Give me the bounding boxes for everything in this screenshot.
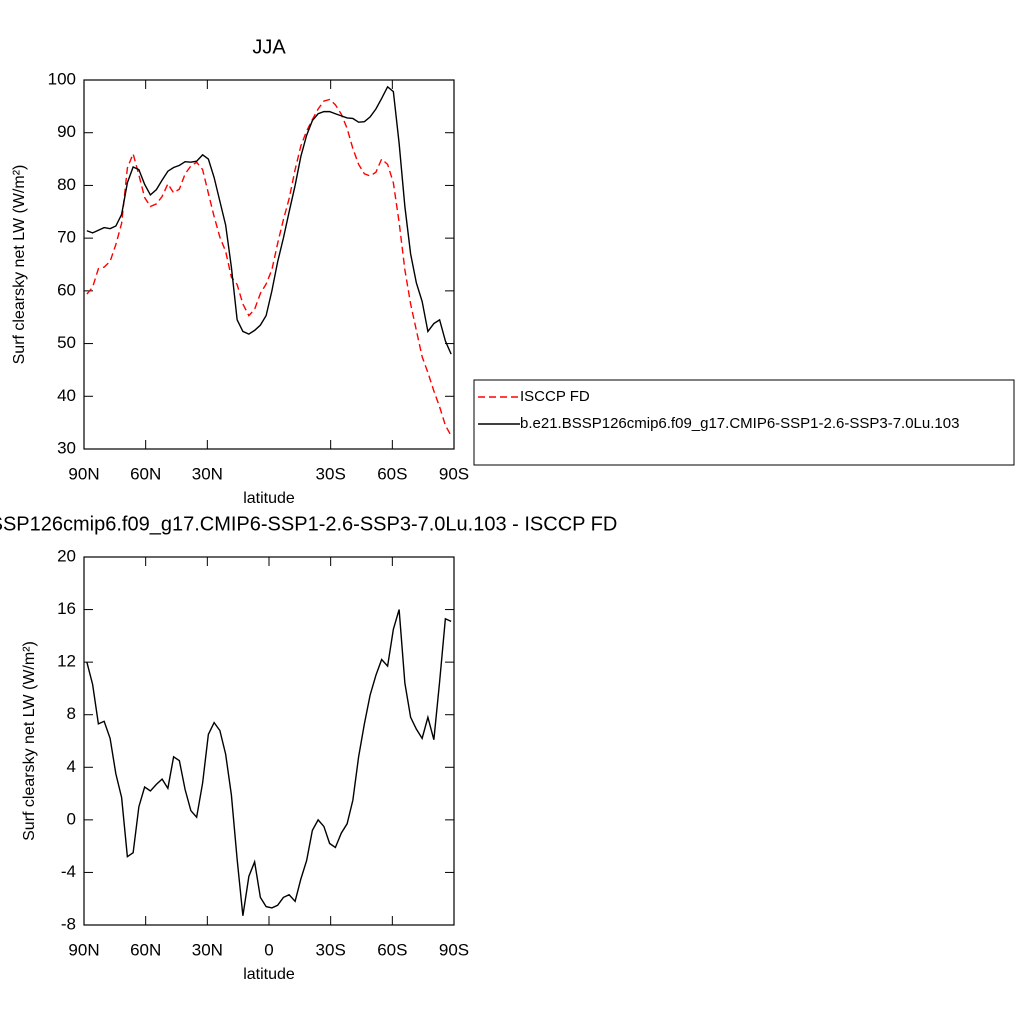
data-line (86, 609, 452, 916)
legend-label: b.e21.BSSP126cmip6.f09_g17.CMIP6-SSP1-2.… (520, 415, 959, 432)
y-tick-label: -8 (61, 914, 76, 933)
y-tick-label: 60 (57, 280, 76, 299)
x-tick-label: 60N (130, 464, 161, 483)
plot-frame (83, 556, 455, 926)
y-tick-label: 80 (57, 175, 76, 194)
x-tick-label: 90S (439, 940, 469, 959)
x-tick-label: 90N (68, 940, 99, 959)
x-tick-label: 30N (192, 940, 223, 959)
chart-title: b.e21.BSSP126cmip6.f09_g17.CMIP6-SSP1-2.… (0, 513, 617, 535)
x-tick-label: 60N (130, 940, 161, 959)
x-tick-label: 90N (68, 464, 99, 483)
y-tick-label: 12 (57, 652, 76, 671)
y-axis-label: Surf clearsky net LW (W/m²) (11, 165, 28, 365)
x-tick-label: 30S (316, 940, 346, 959)
y-tick-label: 90 (57, 122, 76, 141)
y-tick-label: 70 (57, 228, 76, 247)
data-line (86, 85, 452, 355)
plot-frame (83, 79, 455, 450)
chart-title: JJA (252, 36, 286, 58)
x-axis-label: latitude (243, 966, 295, 983)
y-tick-label: 20 (57, 546, 76, 565)
x-tick-label: 30S (316, 464, 346, 483)
x-tick-label: 60S (377, 464, 407, 483)
y-tick-label: 100 (48, 69, 76, 88)
x-axis-label: latitude (243, 490, 295, 507)
y-tick-label: 8 (67, 704, 76, 723)
x-tick-label: 0 (264, 940, 273, 959)
y-axis-label: Surf clearsky net LW (W/m²) (21, 641, 38, 841)
x-tick-label: 90S (439, 464, 469, 483)
y-tick-label: 40 (57, 386, 76, 405)
y-tick-label: 4 (67, 757, 76, 776)
legend-box (473, 379, 1015, 466)
y-tick-label: 16 (57, 599, 76, 618)
legend-label: ISCCP FD (520, 388, 590, 405)
data-line (86, 98, 452, 437)
x-tick-label: 60S (377, 940, 407, 959)
y-tick-label: 50 (57, 333, 76, 352)
x-tick-label: 30N (192, 464, 223, 483)
y-tick-label: 0 (67, 809, 76, 828)
y-tick-label: 30 (57, 438, 76, 457)
y-tick-label: -4 (61, 862, 76, 881)
